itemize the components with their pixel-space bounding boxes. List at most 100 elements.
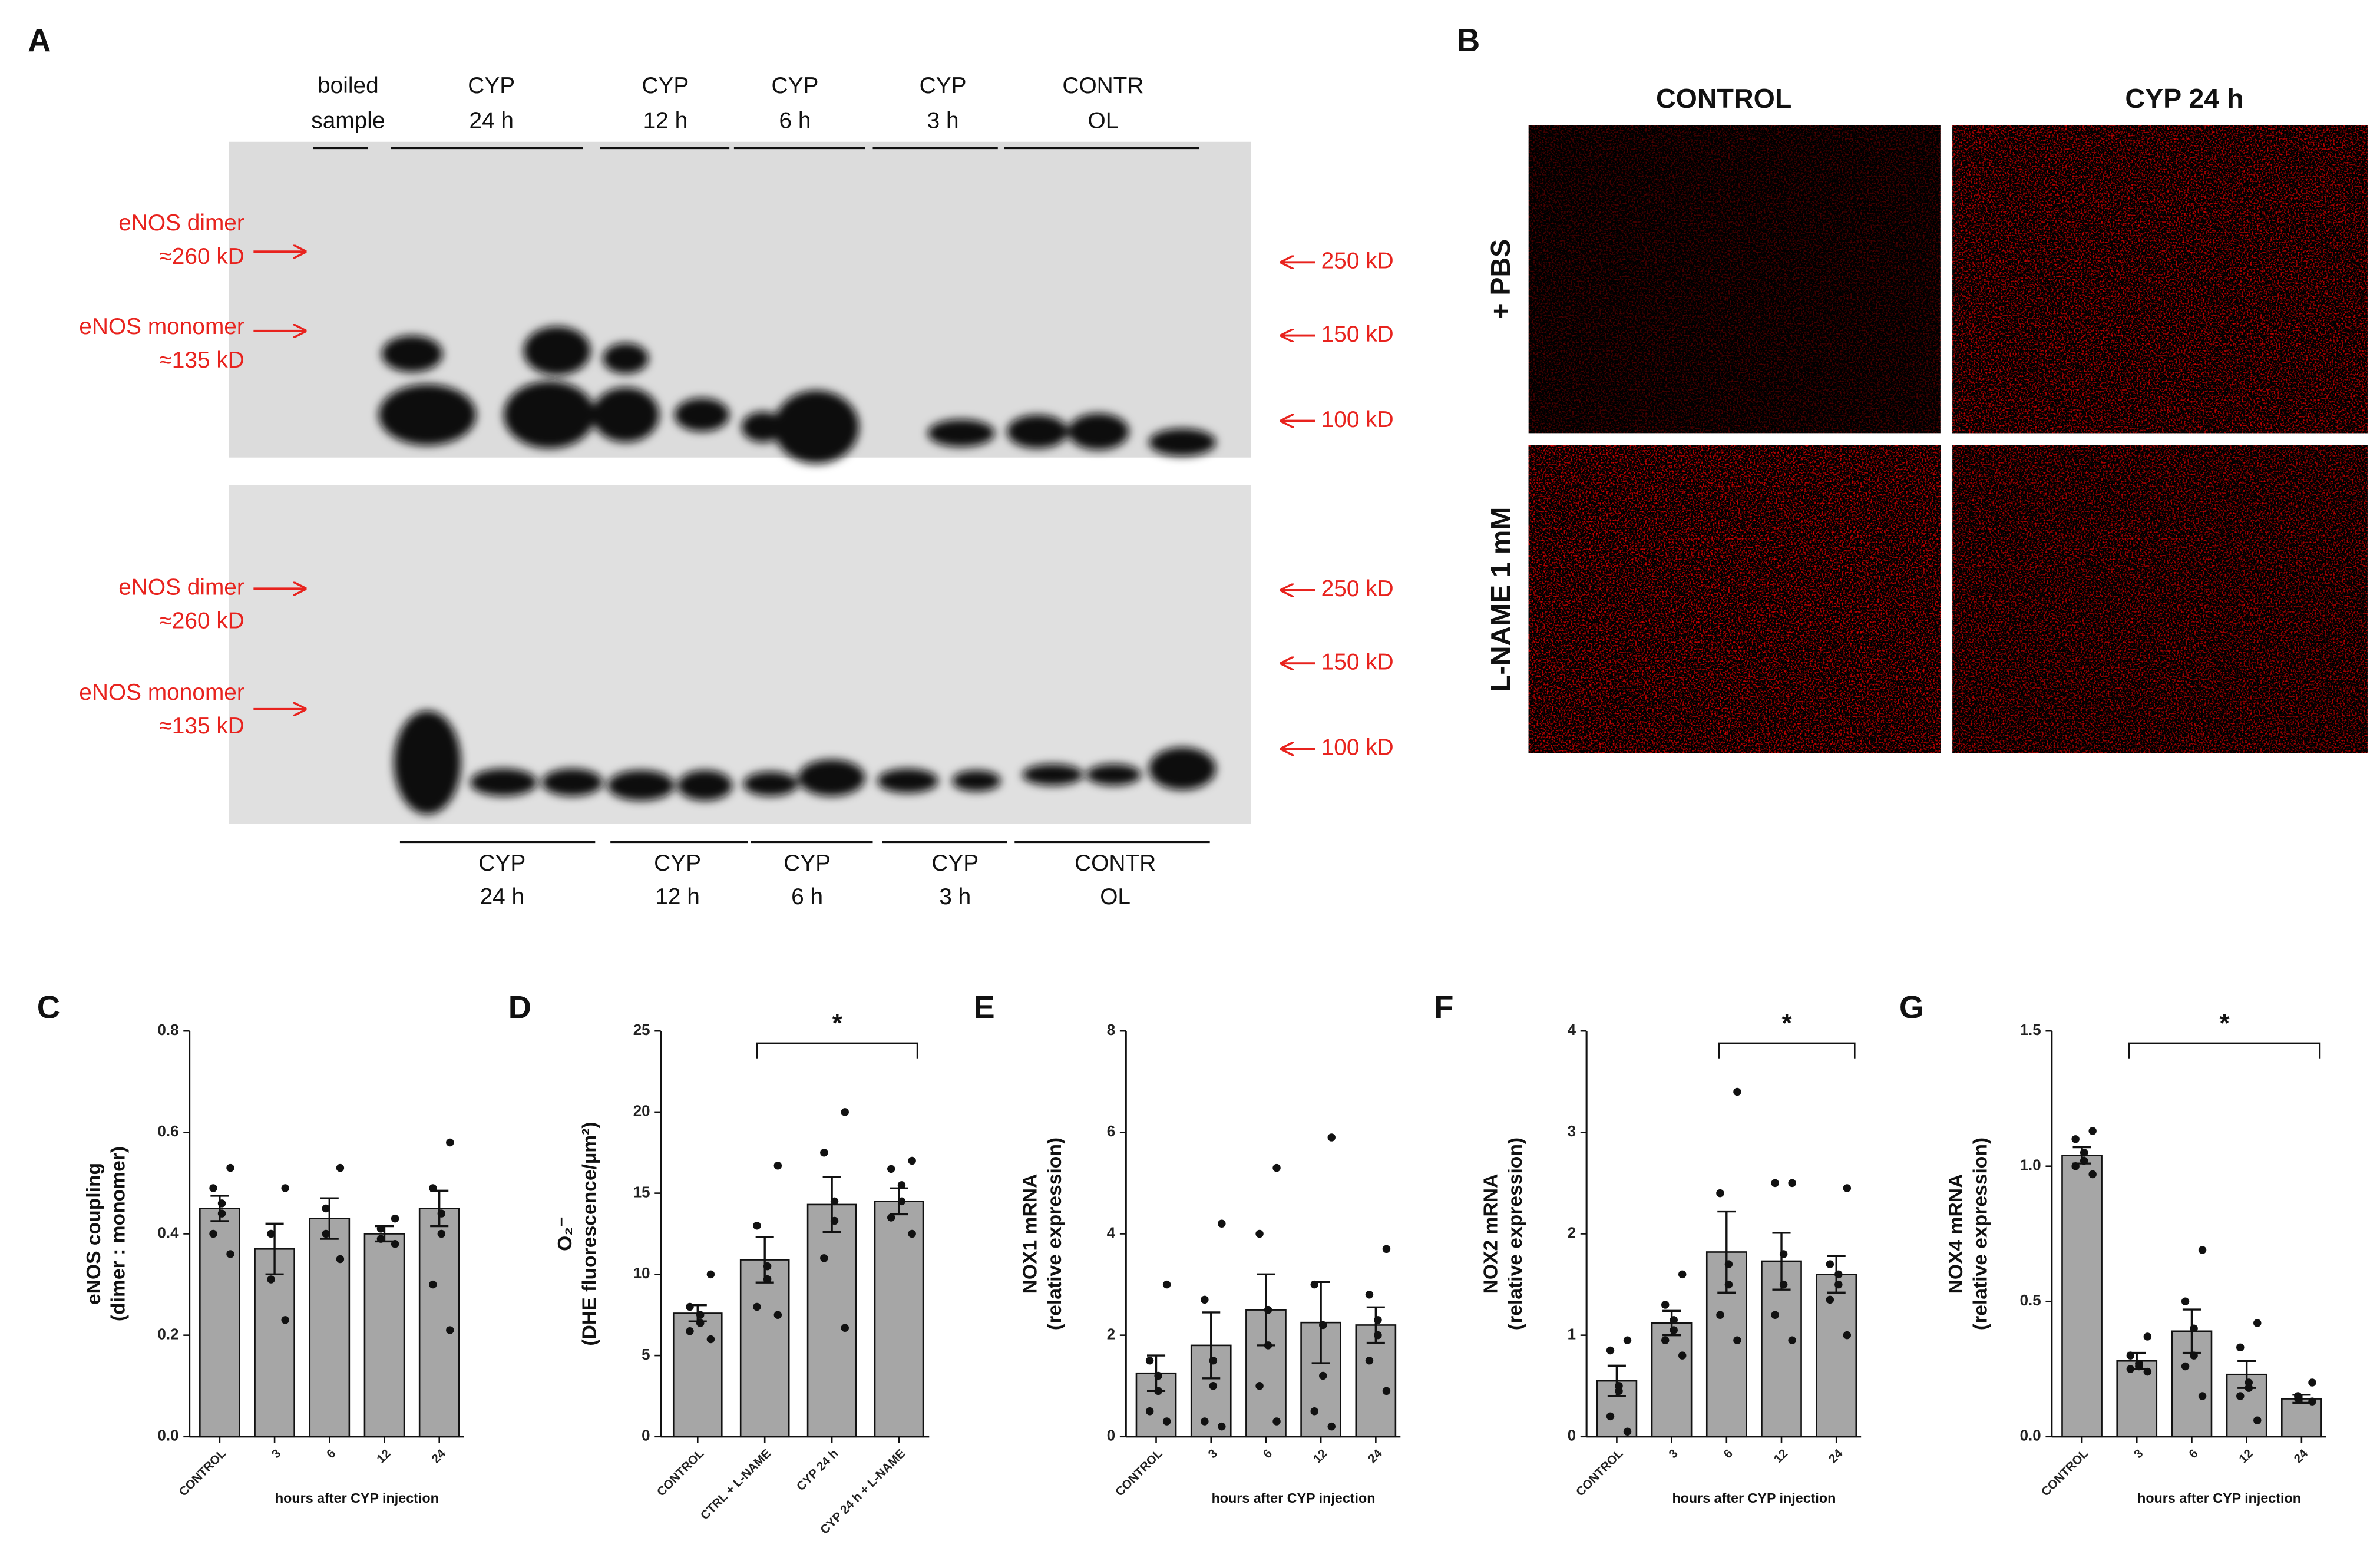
data-point — [1365, 1356, 1374, 1365]
data-point — [437, 1209, 446, 1218]
lane-label: OL — [1088, 108, 1119, 133]
data-point — [908, 1156, 916, 1165]
data-point — [2181, 1362, 2190, 1371]
data-point — [830, 1197, 839, 1206]
marker-label: ≈135 kD — [159, 713, 244, 739]
data-point — [774, 1311, 782, 1319]
y-tick-label: 8 — [1107, 1022, 1115, 1039]
lane-label: 6 h — [779, 108, 811, 133]
data-point — [336, 1163, 345, 1172]
y-tick-label: 4 — [1568, 1022, 1576, 1039]
marker-label: 250 kD — [1321, 249, 1394, 274]
data-point — [2143, 1332, 2152, 1341]
y-tick-label: 20 — [633, 1103, 650, 1120]
lane-label: CYP — [784, 851, 831, 876]
data-point — [267, 1275, 275, 1284]
data-point — [336, 1255, 345, 1264]
y-tick-label: 0.0 — [158, 1428, 179, 1444]
lane-label: 3 h — [927, 108, 959, 133]
y-tick-label: 0 — [1568, 1428, 1576, 1444]
x-tick-label: 3 — [2131, 1447, 2146, 1461]
data-point — [217, 1199, 226, 1208]
panel-label: A — [28, 22, 51, 58]
y-tick-label: 0.8 — [158, 1022, 179, 1039]
panel-label: E — [973, 989, 994, 1025]
y-tick-label: 2 — [1568, 1225, 1576, 1241]
lane-label: CYP — [931, 851, 979, 876]
data-point — [1678, 1351, 1687, 1360]
data-point — [1327, 1422, 1336, 1431]
y-tick-label: 0.5 — [2020, 1292, 2041, 1309]
x-tick-label: 12 — [1771, 1447, 1791, 1466]
data-point — [1779, 1250, 1788, 1258]
data-point — [686, 1302, 694, 1311]
lane-label: CYP — [468, 73, 515, 98]
data-point — [1826, 1295, 1834, 1304]
data-point — [1623, 1336, 1632, 1344]
data-point — [820, 1254, 828, 1262]
bar — [739, 1259, 790, 1438]
bar — [672, 1312, 723, 1438]
x-tick-label: CONTROL — [176, 1447, 229, 1499]
data-point — [763, 1262, 772, 1271]
y-axis-label: (DHE fluorescence/µm²) — [579, 1122, 600, 1345]
data-point — [2088, 1127, 2097, 1135]
significance-label: * — [1782, 1008, 1793, 1037]
data-point — [1771, 1179, 1779, 1188]
error-bar — [210, 1195, 229, 1222]
data-point — [2198, 1392, 2207, 1400]
y-axis-label: (relative expression) — [1970, 1137, 1992, 1330]
panel-label: G — [1899, 989, 1924, 1025]
x-tick-label: 24 — [429, 1447, 448, 1466]
bar — [199, 1208, 240, 1438]
data-point — [437, 1229, 446, 1238]
x-tick-label: 6 — [1721, 1447, 1736, 1461]
data-point — [887, 1213, 895, 1222]
data-point — [1716, 1189, 1724, 1198]
bands — [378, 326, 1217, 815]
significance-bracket — [2128, 1042, 2321, 1059]
significance-bracket — [756, 1042, 918, 1059]
y-axis-label: eNOS coupling — [83, 1163, 105, 1305]
data-point — [763, 1275, 772, 1284]
data-point — [1264, 1305, 1272, 1314]
image — [1952, 125, 2368, 434]
data-point — [1145, 1407, 1154, 1416]
bar — [254, 1248, 295, 1438]
data-point — [1218, 1219, 1226, 1228]
marker-label: ≈260 kD — [159, 244, 244, 269]
lane-label: CONTR — [1062, 73, 1143, 98]
x-axis-label: hours after CYP injection — [1212, 1490, 1376, 1506]
data-point — [841, 1324, 849, 1332]
x-axis-label: hours after CYP injection — [275, 1490, 439, 1506]
data-point — [1606, 1346, 1615, 1355]
marker-label: 100 kD — [1321, 735, 1394, 760]
y-tick-label: 25 — [633, 1022, 650, 1039]
bar — [363, 1233, 405, 1438]
lane-label: sample — [311, 108, 385, 133]
data-point — [446, 1326, 454, 1334]
data-point — [1670, 1316, 1678, 1324]
x-tick-label: 3 — [269, 1447, 283, 1461]
y-axis-label: NOX4 mRNA — [1945, 1174, 1967, 1294]
x-tick-label: 24 — [1826, 1447, 1846, 1466]
data-point — [1623, 1427, 1632, 1436]
data-point — [2143, 1367, 2152, 1376]
data-point — [1272, 1163, 1281, 1172]
data-point — [897, 1197, 906, 1206]
y-tick-label: 4 — [1107, 1225, 1116, 1241]
panel-label: D — [508, 989, 531, 1025]
data-point — [753, 1302, 761, 1311]
y-tick-label: 0.0 — [2020, 1428, 2041, 1444]
x-tick-label: 6 — [324, 1447, 338, 1461]
y-tick-label: 5 — [642, 1347, 650, 1363]
y-tick-label: 6 — [1107, 1123, 1115, 1140]
data-point — [706, 1270, 715, 1279]
lane-label: CYP — [642, 73, 689, 98]
data-point — [1264, 1341, 1272, 1350]
data-point — [429, 1184, 437, 1192]
data-point — [2245, 1384, 2253, 1392]
data-point — [209, 1184, 217, 1192]
data-point — [753, 1221, 761, 1230]
data-point — [2236, 1392, 2245, 1400]
